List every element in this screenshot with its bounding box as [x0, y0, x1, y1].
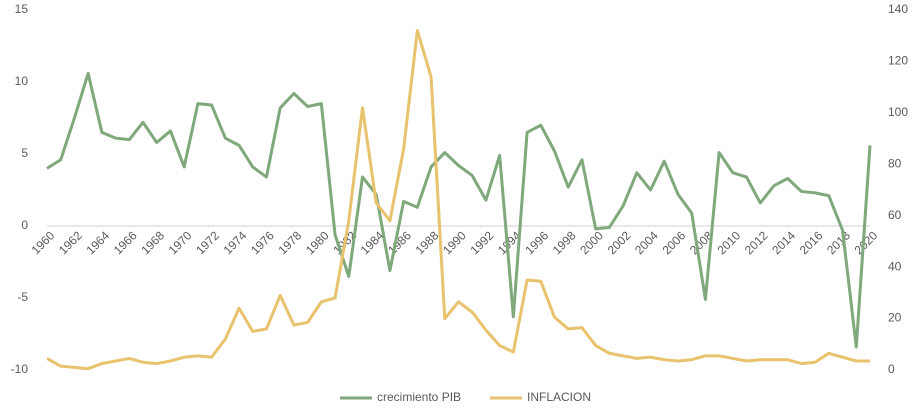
x-tick-label: 2018: [824, 228, 853, 257]
y-tick-label: 5: [21, 146, 28, 160]
y2-tick-label: 100: [888, 105, 908, 119]
y-tick-label: -10: [11, 362, 29, 376]
x-tick-label: 1990: [440, 228, 469, 257]
y2-tick-label: 20: [888, 311, 902, 325]
x-tick-label: 2016: [797, 228, 826, 257]
y-tick-label: 10: [15, 74, 29, 88]
y-tick-label: 15: [15, 2, 29, 16]
y2-tick-label: 120: [888, 54, 908, 68]
x-tick-label: 2002: [605, 228, 634, 257]
x-tick-label: 1966: [111, 228, 140, 257]
x-tick-label: 2012: [742, 228, 771, 257]
y2-tick-label: 0: [888, 362, 895, 376]
x-tick-label: 1978: [275, 228, 304, 257]
x-tick-label: 2010: [714, 228, 743, 257]
x-tick-label: 1974: [221, 228, 250, 257]
x-tick-label: 1968: [138, 228, 167, 257]
x-tick-label: 1960: [29, 228, 58, 257]
y-tick-label: -5: [17, 290, 28, 304]
series-line: [46, 29, 870, 371]
y2-tick-label: 60: [888, 208, 902, 222]
x-tick-label: 1992: [468, 228, 497, 257]
x-tick-label: 2014: [769, 228, 798, 257]
x-tick-label: 1998: [550, 228, 579, 257]
y2-tick-label: 140: [888, 2, 908, 16]
x-tick-label: 2000: [577, 228, 606, 257]
x-tick-label: 1976: [248, 228, 277, 257]
y-tick-label: 0: [21, 218, 28, 232]
x-tick-label: 1972: [193, 228, 222, 257]
x-tick-label: 1962: [56, 228, 85, 257]
x-tick-label: 1964: [83, 228, 112, 257]
x-tick-label: 1988: [413, 228, 442, 257]
x-tick-label: 2006: [660, 228, 689, 257]
x-tick-label: 2004: [632, 228, 661, 257]
x-tick-label: 1980: [303, 228, 332, 257]
legend-label: crecimiento PIB: [377, 390, 461, 404]
legend-label: INFLACION: [527, 390, 591, 404]
x-tick-label: 1986: [385, 228, 414, 257]
x-tick-label: 1996: [522, 228, 551, 257]
x-tick-label: 2020: [852, 228, 881, 257]
y2-tick-label: 80: [888, 156, 902, 170]
y2-tick-label: 40: [888, 259, 902, 273]
series-line: [46, 71, 872, 349]
x-tick-label: 1970: [166, 228, 195, 257]
